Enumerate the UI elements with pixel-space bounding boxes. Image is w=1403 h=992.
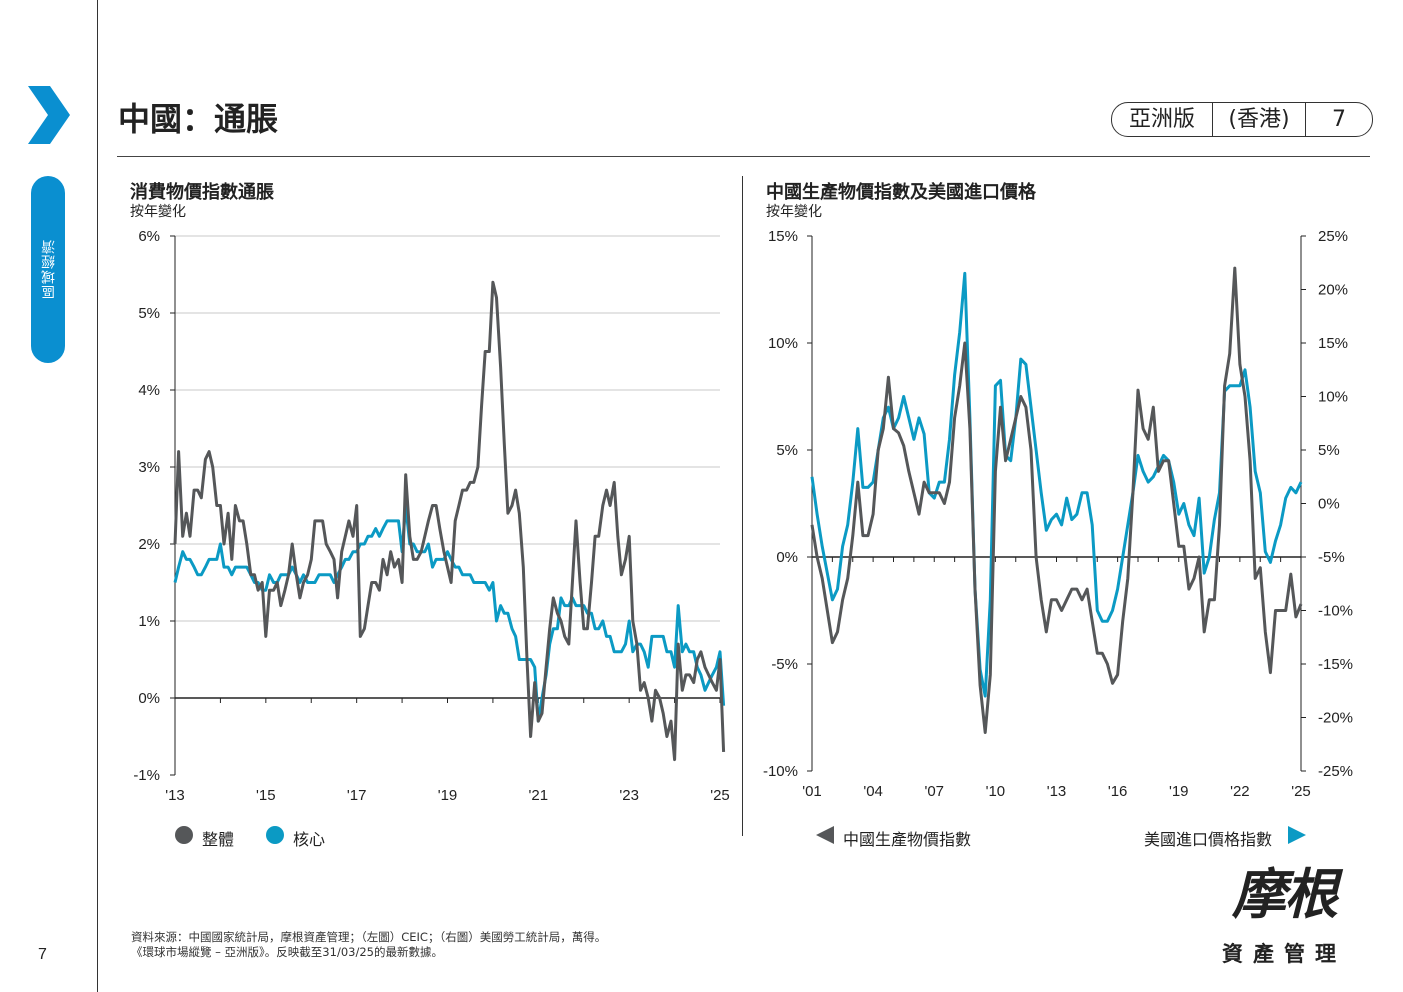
y-tick-label: 3%	[138, 459, 160, 476]
legend-total-swatch	[175, 826, 193, 844]
right-y-tick-label: 25%	[1318, 228, 1348, 245]
x-tick-label: '10	[986, 783, 1006, 800]
left-chart-title: 消費物價指數通脹	[130, 182, 274, 203]
y-tick-label: 6%	[138, 228, 160, 245]
x-tick-label: '19	[1169, 783, 1189, 800]
right-y-tick-label: -10%	[1318, 603, 1353, 620]
x-tick-label: '04	[863, 783, 883, 800]
y-tick-label: -1%	[133, 767, 160, 784]
x-tick-label: '23	[619, 787, 639, 804]
left-chart-subtitle: 按年變化	[130, 204, 186, 220]
left-y-tick-label: -10%	[763, 763, 798, 780]
edition-badge: 亞洲版 (香港) 7	[1111, 102, 1373, 137]
right-chart-title: 中國生產物價指數及美國進口價格	[766, 182, 1036, 203]
y-tick-label: 5%	[138, 305, 160, 322]
x-tick-label: '22	[1230, 783, 1250, 800]
right-y-tick-label: -5%	[1318, 549, 1345, 566]
right-y-tick-label: 0%	[1318, 496, 1340, 513]
right-y-tick-label: -25%	[1318, 763, 1353, 780]
right-y-tick-label: -20%	[1318, 710, 1353, 727]
logo-subtitle: 資產管理	[1222, 941, 1346, 966]
edition-region: 亞洲版	[1128, 107, 1195, 132]
legend-total-label: 整體	[202, 832, 235, 849]
y-tick-label: 2%	[138, 536, 160, 553]
ppi-import-chart: -10% -5% 0% 5% 10% 15% -25% -20% -15% -10% -5% 0% 5%…	[763, 228, 1353, 800]
right-y-tick-label: 5%	[1318, 442, 1340, 459]
x-tick-label: '15	[256, 787, 276, 804]
right-y-tick-label: -15%	[1318, 656, 1353, 673]
left-y-tick-label: 0%	[776, 549, 798, 566]
legend-core-label: 核心	[293, 832, 326, 849]
logo-brand: 摩根	[1232, 862, 1338, 926]
cpi-core-line	[173, 504, 726, 723]
x-tick-label: '19	[438, 787, 458, 804]
x-tick-label: '13	[1047, 783, 1067, 800]
page-title: 中國：通脹	[118, 100, 279, 138]
right-y-tick-label: 20%	[1318, 282, 1348, 299]
y-tick-label: 1%	[138, 613, 160, 630]
edition-locale: (香港)	[1228, 107, 1290, 132]
header-rule	[117, 156, 1370, 157]
jp-morgan-logo: 摩根 資產管理	[1204, 862, 1364, 968]
legend-ppi-label: 中國生產物價指數	[843, 832, 972, 849]
triangle-right-icon	[1288, 826, 1306, 844]
sidebar-divider	[97, 0, 98, 992]
right-chart-subtitle: 按年變化	[766, 204, 822, 220]
chevron-right-icon	[28, 86, 70, 144]
page-number: 7	[38, 946, 47, 963]
x-tick-label: '25	[710, 787, 730, 804]
sidebar-section-tab[interactable]: 區域經濟	[31, 176, 65, 363]
left-y-tick-label: 15%	[768, 228, 798, 245]
footnote-line-2: 《環球市場縱覽 – 亞洲版》。反映截至31/03/25的最新數據。	[131, 945, 443, 959]
us-import-price-line	[810, 271, 1303, 698]
legend-import-label: 美國進口價格指數	[1144, 832, 1273, 849]
source-footnote: 資料來源：中國國家統計局，摩根資產管理；（左圖）CEIC；（右圖）美國勞工統計局…	[131, 930, 606, 960]
x-tick-label: '25	[1291, 783, 1311, 800]
chart-divider	[742, 176, 743, 836]
x-tick-label: '17	[347, 787, 367, 804]
sidebar-section-label: 區域經濟	[40, 239, 56, 300]
footnote-line-1: 資料來源：中國國家統計局，摩根資產管理；（左圖）CEIC；（右圖）美國勞工統計局…	[131, 930, 607, 944]
x-tick-label: '01	[802, 783, 822, 800]
x-tick-label: '07	[924, 783, 944, 800]
y-tick-label: 0%	[138, 690, 160, 707]
cpi-chart: -1% 0% 1% 2% 3% 4% 5% 6% '13 '15 '17 '19 '21 '23 '25	[133, 228, 730, 804]
x-tick-label: '16	[1108, 783, 1128, 800]
china-ppi-line	[810, 266, 1303, 734]
edition-page-number: 7	[1332, 107, 1346, 132]
left-y-tick-label: 10%	[768, 335, 798, 352]
x-tick-label: '13	[165, 787, 185, 804]
legend-core-swatch	[266, 826, 284, 844]
right-y-tick-label: 10%	[1318, 389, 1348, 406]
cpi-headline-line	[173, 280, 726, 762]
y-tick-label: 4%	[138, 382, 160, 399]
right-y-tick-label: 15%	[1318, 335, 1348, 352]
left-y-tick-label: -5%	[771, 656, 798, 673]
x-tick-label: '21	[529, 787, 549, 804]
left-y-tick-label: 5%	[776, 442, 798, 459]
triangle-left-icon	[816, 826, 834, 844]
